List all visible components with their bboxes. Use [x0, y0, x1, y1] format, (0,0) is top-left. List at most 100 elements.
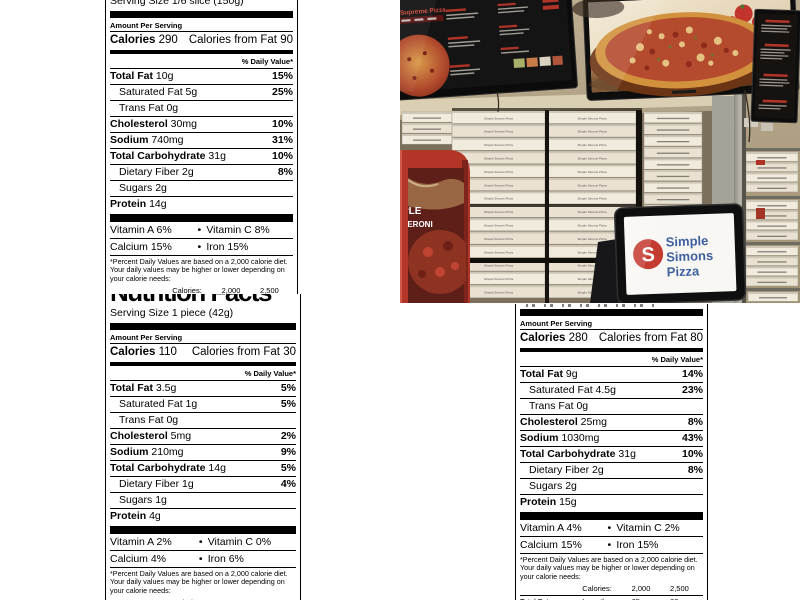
- nutrient-name: Saturated Fat 4.5g: [520, 385, 616, 396]
- pizza-box-lid-edge: [644, 123, 702, 126]
- pizza-box-print-dash: [757, 251, 787, 253]
- tablet-logo-line3: Pizza: [666, 263, 700, 279]
- pizza-box-lid-edge: [746, 230, 798, 233]
- vitamin-right: Iron 15%: [206, 240, 249, 253]
- pizza-box-print: Simple Simons Pizza: [577, 277, 606, 281]
- nutrient-row: Sodium 740mg 31%: [110, 132, 293, 148]
- footer-spacer: [110, 286, 172, 294]
- pizza-box-lid-edge: [746, 220, 798, 223]
- footer-cell: 80g: [670, 597, 703, 600]
- pizza-box-lid-edge: [452, 164, 545, 167]
- daily-value-header: % Daily Value*: [520, 353, 703, 367]
- pizza-box-print: Simple Simons Pizza: [484, 116, 513, 120]
- calories-value: 280: [565, 332, 588, 344]
- nutrient-row: Saturated Fat 1g 5%: [110, 396, 296, 412]
- nutrient-name: Dietary Fiber 1g: [110, 479, 194, 490]
- medium-separator: [110, 50, 293, 54]
- nutrient-row: Dietary Fiber 2g 8%: [110, 164, 293, 180]
- pizza-box-lid-edge: [644, 146, 702, 149]
- serving-size: Serving Size 1 piece (42g): [110, 307, 234, 319]
- red-sticker: [756, 160, 765, 165]
- footer-header-cell: Calories:: [582, 583, 612, 593]
- nutrient-label: Total Carbohydrate: [110, 462, 206, 474]
- vitamin-row: Calcium 15% • Iron 15%: [110, 238, 293, 254]
- footer-spacer: [520, 584, 582, 593]
- nutrient-amount: 9g: [562, 368, 578, 380]
- nutrient-label: Cholesterol: [520, 416, 578, 428]
- nutrient-amount: 31g: [615, 448, 636, 460]
- pizza-toppings: [605, 17, 762, 82]
- pizza-box-print-dash: [757, 271, 787, 273]
- vitamin-left: Vitamin A 2%: [110, 536, 172, 549]
- nutrient-row: Total Fat 3.5g 5%: [110, 381, 296, 396]
- nutrient-name: Sugars 2g: [110, 183, 167, 194]
- pizza-box-lid-edge: [548, 124, 636, 127]
- footer-row: Total FatLess than65g80g: [520, 596, 703, 600]
- pizza-box-print-dash: [757, 261, 787, 263]
- pizza-box-print-dash: [656, 175, 690, 178]
- footer-header-cell: 2,500: [260, 285, 279, 294]
- cheese-bits: [629, 26, 739, 67]
- pizza-box-lid-edge: [548, 111, 636, 113]
- pizza-box-lid-edge: [746, 210, 798, 213]
- pizza-box-print: Simple Simons Pizza: [484, 130, 513, 134]
- pizza-box-lid-edge: [452, 137, 545, 140]
- pizza-box-lid-edge: [746, 276, 798, 279]
- pizza-box-print-dash: [759, 297, 787, 299]
- bullet: •: [197, 224, 202, 237]
- nutrient-label: Protein: [110, 198, 147, 210]
- pizza-box-lid-edge: [746, 266, 798, 269]
- pizza-box-print-dash: [656, 187, 690, 189]
- nutrient-amount: 4.5g: [592, 384, 616, 396]
- nutrient-amount: 14g: [205, 462, 226, 474]
- nutrient-daily-value: 43%: [681, 432, 703, 444]
- nutrient-row: Dietary Fiber 1g 4%: [110, 476, 296, 492]
- pizza-box-lid-edge: [644, 193, 702, 196]
- nutrient-daily-value: 31%: [271, 134, 293, 146]
- nutrient-daily-value: 4%: [280, 478, 296, 490]
- calories-left: Calories 110: [110, 346, 177, 359]
- nutrient-amount: 1030mg: [558, 432, 600, 444]
- nutrition-label: Amount Per Serving Calories 280 Calories f…: [515, 304, 708, 600]
- nutrient-rows: Total Fat 9g 14% Saturated Fat 4.5g 23% Tran…: [520, 367, 703, 510]
- pizza-box-print: Simple Simons Pizza: [484, 210, 513, 214]
- nutrient-label: Sugars: [529, 480, 563, 492]
- nutrient-daily-value: 15%: [271, 70, 293, 82]
- red-device: [756, 208, 765, 219]
- nutrient-label: Dietary Fiber: [529, 464, 590, 476]
- nutrient-label: Total Carbohydrate: [520, 448, 616, 460]
- pizza-box-lid-edge: [746, 172, 798, 175]
- pizza-box-lid-edge: [644, 181, 702, 184]
- nutrient-daily-value: 5%: [280, 398, 296, 410]
- pizza-box-print-dash: [656, 152, 690, 154]
- footer-header-cell: Calories:: [172, 285, 202, 294]
- nutrient-label: Total Fat: [110, 70, 153, 82]
- nutrient-daily-value: 5%: [280, 462, 296, 474]
- pizza-box-lid-edge: [402, 112, 452, 114]
- daily-values-footnote: *Percent Daily Values are based on a 2,0…: [520, 552, 703, 583]
- pizza-box-lid-edge: [548, 245, 636, 247]
- pizza-box-print: Simple Simons Pizza: [577, 130, 606, 134]
- calories-left: Calories 290: [110, 34, 178, 47]
- pizza-tv: [572, 0, 800, 101]
- vitamin-left: Calcium 4%: [110, 552, 167, 565]
- nutrient-rows: Total Fat 10g 15% Saturated Fat 5g 25% Trans…: [110, 69, 293, 212]
- nutrient-label: Sugars: [119, 182, 153, 194]
- calories-from-fat: Calories from Fat 80: [598, 332, 703, 344]
- nutrient-amount: 0g: [163, 414, 179, 426]
- pizza-box-lid-edge: [452, 218, 545, 221]
- calories-from-fat: Calories from Fat 30: [191, 346, 296, 358]
- nutrient-row: Trans Fat 0g: [110, 412, 296, 428]
- thick-separator: [110, 11, 293, 18]
- pizza-box-print: Simple Simons Pizza: [484, 170, 513, 174]
- menu-header: Supreme Pizza: [400, 7, 446, 17]
- nutrient-amount: 0g: [573, 400, 589, 412]
- wall-panel: [744, 118, 758, 127]
- tablet-logo-line1: Simple: [665, 233, 708, 249]
- pizza-box-lid-edge: [548, 285, 636, 288]
- nutrient-name: Dietary Fiber 2g: [110, 167, 194, 178]
- vitamin-right: Iron 15%: [616, 538, 659, 551]
- tomato: [734, 4, 753, 23]
